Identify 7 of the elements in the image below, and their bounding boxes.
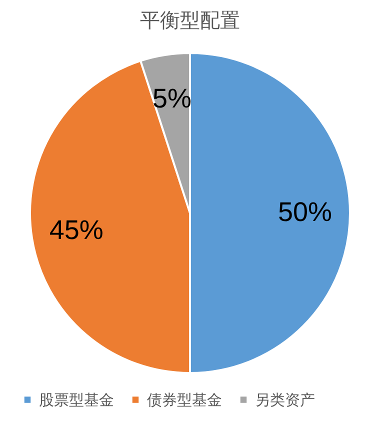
legend-label: 另类资产 xyxy=(255,392,315,409)
data-label: 5% xyxy=(152,83,192,114)
chart-title: 平衡型配置 xyxy=(140,10,240,32)
data-label: 45% xyxy=(49,214,104,245)
legend-label: 债券型基金 xyxy=(147,392,222,409)
legend-label: 股票型基金 xyxy=(39,392,114,409)
data-label: 50% xyxy=(278,197,332,227)
